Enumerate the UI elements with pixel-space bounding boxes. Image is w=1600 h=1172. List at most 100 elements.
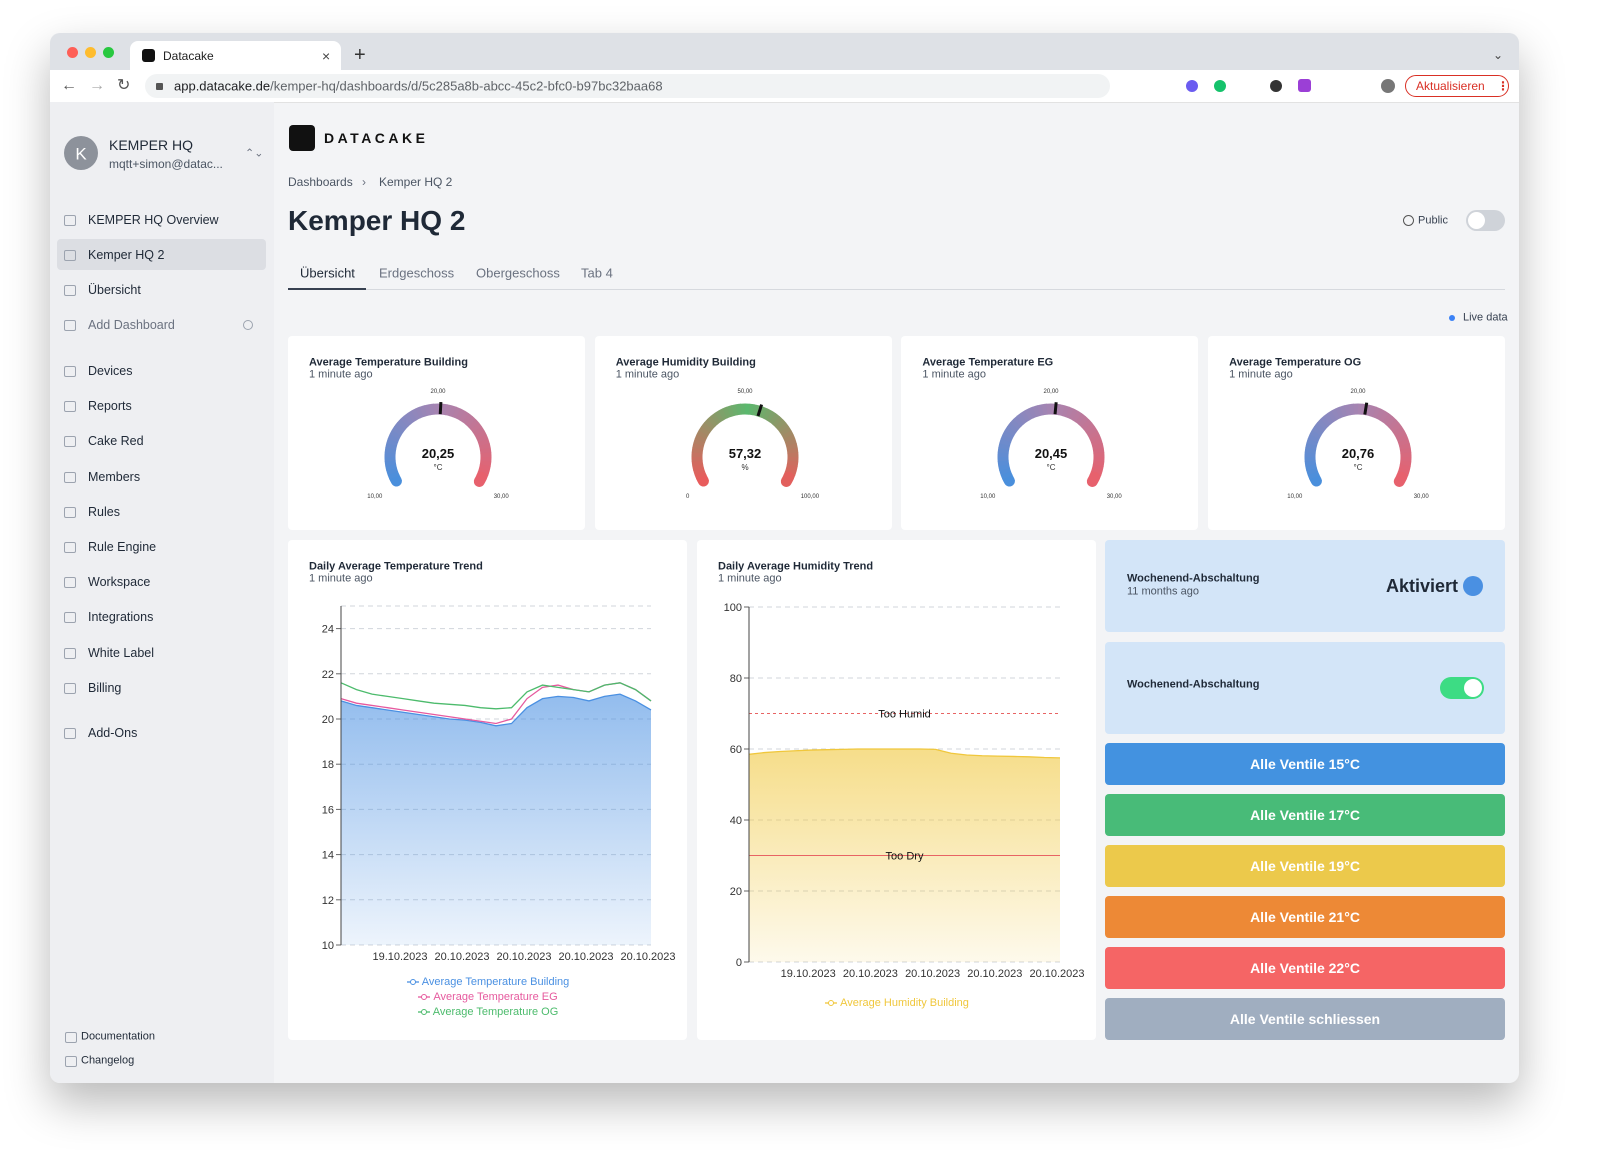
button-label: Alle Ventile 21°C	[1250, 909, 1360, 925]
url-path: /kemper-hq/dashboards/d/5c285a8b-abcc-45…	[270, 78, 663, 94]
dashboard-link[interactable]: Kemper HQ 2	[88, 247, 165, 262]
reload[interactable]: ↻	[117, 77, 131, 94]
dashboard-link[interactable]: KEMPER HQ Overview	[88, 212, 219, 227]
gauge-arc	[386, 467, 399, 476]
gauge-arc	[1307, 433, 1320, 443]
legend-label: Average Temperature OG	[432, 1006, 559, 1018]
action-button[interactable]: Alle Ventile 22°C	[1105, 947, 1505, 989]
gauge-arc	[714, 410, 724, 423]
tab[interactable]: Übersicht	[300, 265, 355, 281]
area-fill	[341, 694, 651, 945]
action-button[interactable]: Alle Ventile 19°C	[1105, 845, 1505, 887]
nav-link[interactable]: Rules	[88, 504, 120, 519]
extension[interactable]	[1298, 79, 1311, 92]
gauge-arc	[780, 471, 794, 487]
gauge-arc	[1348, 403, 1355, 416]
gauge-arc	[786, 460, 798, 467]
update-button[interactable]	[1405, 75, 1509, 97]
gauge-value: 20,45	[1035, 446, 1068, 461]
gauge-arc	[769, 413, 780, 425]
action-button[interactable]: Alle Ventile 17°C	[1105, 794, 1505, 836]
gauge-arc	[784, 438, 797, 447]
nav-icon	[65, 1056, 77, 1067]
nav-link[interactable]: Workspace	[88, 574, 151, 589]
extension[interactable]	[1214, 80, 1226, 92]
breadcrumb[interactable]: Kemper HQ 2	[379, 175, 453, 189]
gauge-arc	[694, 433, 707, 443]
nav-link[interactable]: Reports	[88, 398, 132, 413]
action-button[interactable]: Alle Ventile 21°C	[1105, 896, 1505, 938]
x-tick-label: 20.10.2023	[558, 951, 613, 963]
legend-label: Average Temperature Building	[421, 976, 570, 988]
footer-link[interactable]: Changelog	[81, 1054, 135, 1067]
tab[interactable]: Erdgeschoss	[379, 265, 455, 281]
org-name: KEMPER HQ	[109, 137, 194, 153]
forward[interactable]: →	[89, 77, 105, 94]
gauge-arc	[1037, 404, 1045, 416]
nav-link[interactable]: Devices	[88, 363, 133, 378]
nav-link[interactable]: Add-Ons	[88, 725, 138, 740]
gauge-arc	[1010, 418, 1022, 430]
gauge-arc	[1305, 442, 1318, 450]
series-line	[340, 682, 652, 710]
gauge-arc	[1078, 416, 1090, 428]
tab-menu[interactable]: ⌄	[1493, 48, 1504, 62]
zoom-dot[interactable]	[103, 47, 114, 58]
legend-item[interactable]: Average Humidity Building	[825, 997, 969, 1009]
live-label: Live data	[1463, 311, 1508, 324]
nav-link[interactable]: Integrations	[88, 610, 154, 625]
gauge-arc	[1398, 438, 1410, 447]
profile[interactable]	[1381, 79, 1395, 93]
gauge-card: Average Temperature EG 1 minute ago 20,45 °…	[901, 336, 1199, 530]
gauge-arc	[700, 422, 713, 433]
footer-link[interactable]: Documentation	[81, 1030, 155, 1043]
status-card: Wochenend-Abschaltung 11 months ago Aktivi…	[1105, 540, 1505, 632]
org-switcher[interactable]: ⌃⌄	[245, 147, 264, 160]
y-tick-label: 12	[322, 895, 334, 907]
gauge-arc	[441, 403, 448, 416]
nav-link[interactable]: Cake Red	[88, 434, 144, 449]
dashboard-link[interactable]: Übersicht	[88, 282, 141, 297]
close-dot[interactable]	[67, 47, 78, 58]
gauge-arc	[407, 410, 418, 423]
tab-divider	[288, 289, 1505, 290]
nav-link[interactable]: White Label	[88, 645, 155, 660]
gauge-arc	[1072, 410, 1083, 423]
action-button[interactable]: Alle Ventile schliessen	[1105, 998, 1505, 1040]
nav-link[interactable]: Billing	[88, 680, 122, 695]
y-tick-label: 40	[730, 815, 742, 827]
action-button[interactable]: Alle Ventile 15°C	[1105, 743, 1505, 785]
dashboard-link[interactable]: Add Dashboard	[88, 317, 175, 332]
tab[interactable]: Tab 4	[581, 265, 613, 281]
legend-item[interactable]: Average Temperature Building	[406, 976, 570, 988]
nav-icon	[64, 215, 76, 226]
gauge-title: Average Temperature Building	[309, 356, 468, 369]
tab[interactable]: Obergeschoss	[476, 265, 560, 281]
gauge-arc	[1062, 405, 1071, 418]
gauge-scale-label: 30,00	[1414, 494, 1430, 500]
gauge-arc	[1393, 471, 1408, 487]
new-tab[interactable]: +	[354, 44, 366, 66]
series-line	[340, 693, 652, 727]
tab[interactable]	[130, 41, 341, 70]
legend-item[interactable]: Average Temperature EG	[418, 991, 558, 1003]
gauge-arc	[777, 422, 789, 434]
chart-subtitle: 1 minute ago	[718, 572, 782, 585]
tab-close[interactable]: ×	[322, 48, 331, 64]
gauge-arc	[998, 447, 1010, 454]
nav-link[interactable]: Members	[88, 469, 141, 484]
gauge-arc	[1399, 443, 1411, 451]
minimize-dot[interactable]	[85, 47, 96, 58]
gauge-arc	[998, 463, 1011, 471]
gauge-subtitle: 1 minute ago	[1229, 368, 1293, 381]
extension[interactable]	[1270, 80, 1282, 92]
avatar[interactable]	[64, 136, 98, 170]
switch[interactable]	[1440, 677, 1484, 699]
legend-item[interactable]: Average Temperature OG	[417, 1006, 559, 1018]
back[interactable]: ←	[61, 77, 77, 94]
address-bar[interactable]	[145, 74, 1110, 98]
update-menu[interactable]: ⋮	[1497, 79, 1509, 93]
extension[interactable]	[1186, 80, 1198, 92]
breadcrumb[interactable]: Dashboards	[288, 175, 353, 189]
nav-link[interactable]: Rule Engine	[88, 539, 157, 554]
